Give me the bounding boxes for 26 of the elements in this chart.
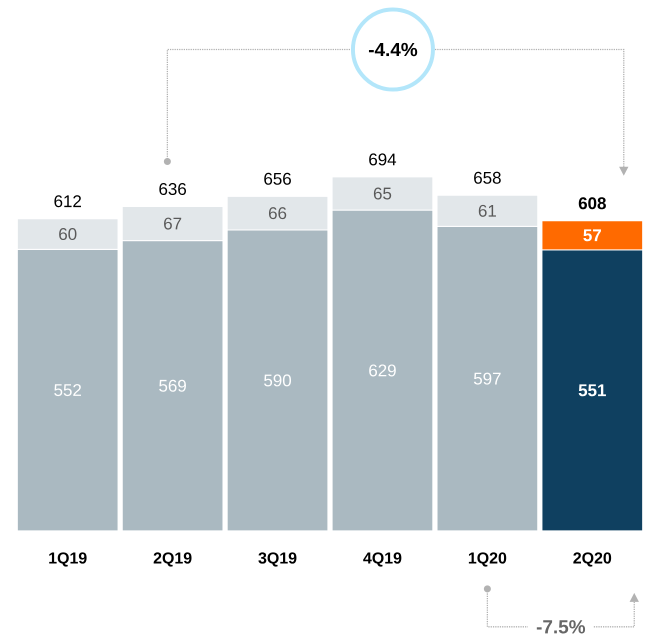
x-tick-label: 1Q19 — [49, 552, 87, 567]
data-label: 67 — [164, 218, 182, 230]
x-tick-label: 2Q20 — [573, 552, 612, 567]
total-label: 612 — [54, 195, 81, 208]
total-label: 636 — [159, 183, 186, 195]
total-label: 694 — [369, 153, 396, 166]
data-label: 551 — [578, 384, 606, 396]
text: -7.5% — [536, 620, 586, 634]
x-tick-label: 2Q19 — [154, 552, 192, 567]
data-label: 597 — [474, 372, 501, 385]
data-label: 629 — [369, 364, 396, 376]
x-tick-label: 1Q20 — [468, 552, 506, 567]
x-tick-label: 3Q19 — [258, 552, 296, 567]
x-tick-label: 4Q19 — [363, 552, 402, 567]
data-label: 60 — [59, 228, 76, 240]
data-label: 590 — [264, 374, 292, 386]
total-label: 608 — [578, 197, 606, 210]
total-label: 658 — [474, 172, 501, 184]
text: -4.4% — [368, 42, 418, 56]
data-label: 569 — [159, 380, 186, 392]
data-label: 57 — [583, 229, 601, 242]
data-label: 65 — [374, 188, 392, 200]
data-label: 552 — [54, 384, 81, 396]
total-label: 656 — [264, 172, 291, 185]
data-label: 66 — [268, 207, 286, 220]
data-label: 61 — [478, 204, 496, 217]
